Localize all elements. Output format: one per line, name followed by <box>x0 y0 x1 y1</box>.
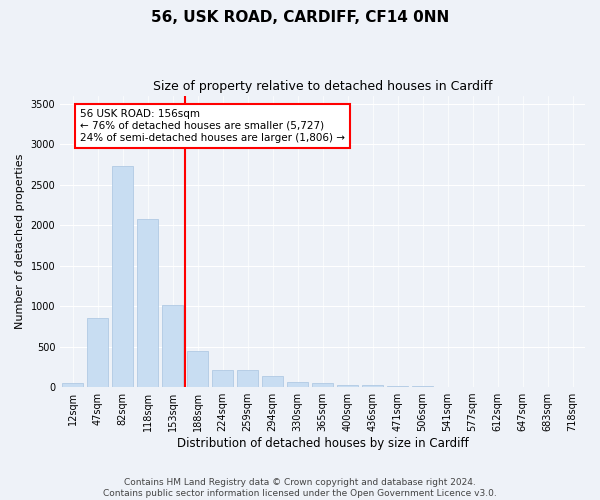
Bar <box>337 384 358 387</box>
Title: Size of property relative to detached houses in Cardiff: Size of property relative to detached ho… <box>153 80 493 93</box>
Bar <box>312 382 333 387</box>
Bar <box>137 220 158 387</box>
Text: Contains HM Land Registry data © Crown copyright and database right 2024.
Contai: Contains HM Land Registry data © Crown c… <box>103 478 497 498</box>
Bar <box>112 166 133 387</box>
Bar <box>362 385 383 387</box>
Bar <box>62 382 83 387</box>
Bar <box>287 382 308 387</box>
Y-axis label: Number of detached properties: Number of detached properties <box>15 154 25 329</box>
Bar <box>387 386 408 387</box>
Bar <box>162 306 183 387</box>
Bar <box>262 376 283 387</box>
Bar <box>187 350 208 387</box>
Text: 56, USK ROAD, CARDIFF, CF14 0NN: 56, USK ROAD, CARDIFF, CF14 0NN <box>151 10 449 25</box>
Bar <box>87 318 108 387</box>
Bar <box>237 370 258 387</box>
X-axis label: Distribution of detached houses by size in Cardiff: Distribution of detached houses by size … <box>177 437 469 450</box>
Bar <box>212 370 233 387</box>
Text: 56 USK ROAD: 156sqm
← 76% of detached houses are smaller (5,727)
24% of semi-det: 56 USK ROAD: 156sqm ← 76% of detached ho… <box>80 110 345 142</box>
Bar <box>412 386 433 387</box>
